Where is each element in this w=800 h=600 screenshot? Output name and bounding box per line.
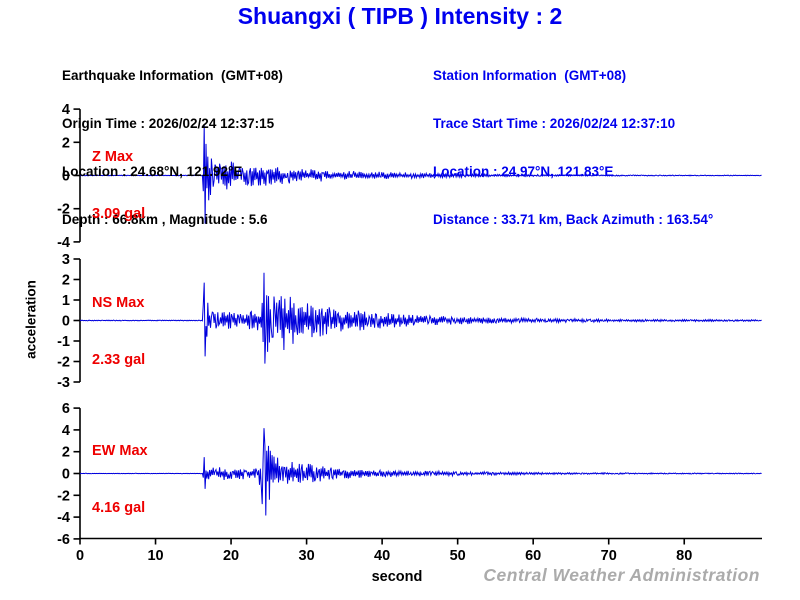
y-axis-tick-label: 4 [62, 102, 70, 118]
trace-label-ew-name: EW Max [92, 443, 148, 459]
y-axis-label: acceleration [23, 280, 39, 359]
y-axis-tick-label: -3 [57, 375, 70, 391]
y-axis-tick-label: 3 [62, 252, 70, 268]
y-axis-tick-label: -6 [57, 532, 70, 548]
x-axis-tick-label: 40 [374, 548, 390, 564]
page-title: Shuangxi ( TIPB ) Intensity : 2 [237, 3, 563, 29]
y-axis-tick-label: -2 [57, 202, 70, 218]
trace-start-time: Trace Start Time : 2026/02/24 12:37:10 [433, 116, 676, 131]
y-axis-tick-label: -4 [57, 235, 70, 251]
x-axis-tick-label: 70 [601, 548, 617, 564]
y-axis-tick-label: 2 [62, 445, 70, 461]
trace-label-ew: EW Max 4.16 gal [92, 404, 148, 537]
waveform-z [79, 124, 762, 224]
station-info-heading: Station Information (GMT+08) [433, 68, 627, 83]
x-axis-tick-label: 10 [147, 548, 163, 564]
x-axis-label: second [371, 569, 423, 585]
y-axis-tick-label: -4 [57, 510, 70, 526]
x-axis-tick-label: 60 [525, 548, 541, 564]
epicenter-location: Location : 24.68°N, 121.92°E [62, 164, 243, 179]
earthquake-info-block: Earthquake Information (GMT+08) Origin T… [62, 36, 283, 244]
y-axis-tick-label: 1 [62, 293, 70, 309]
y-axis-tick-label: -1 [57, 334, 70, 350]
waveform-ns [79, 272, 762, 364]
y-axis-tick-label: 6 [62, 401, 70, 417]
y-axis-tick-label: 4 [62, 423, 70, 439]
y-axis-tick-label: 2 [62, 273, 70, 289]
x-axis-tick-label: 80 [676, 548, 692, 564]
x-axis-tick-label: 0 [76, 548, 84, 564]
x-axis-tick-label: 50 [450, 548, 466, 564]
x-axis-tick-label: 20 [223, 548, 239, 564]
trace-label-ns-name: NS Max [92, 295, 145, 311]
trace-label-z-value: 3.09 gal [92, 206, 146, 222]
y-axis-tick-label: -2 [57, 488, 70, 504]
y-axis-tick-label: 0 [62, 314, 70, 330]
y-axis-tick-label: 2 [62, 135, 70, 151]
depth-magnitude: Depth : 66.8km , Magnitude : 5.6 [62, 212, 268, 227]
x-axis-tick-label: 30 [299, 548, 315, 564]
waveform-ew [79, 428, 762, 516]
earthquake-info-heading: Earthquake Information (GMT+08) [62, 68, 283, 83]
trace-label-ns-value: 2.33 gal [92, 352, 146, 368]
station-location: Location : 24.97°N, 121.83°E [433, 164, 614, 179]
trace-label-ns: NS Max 2.33 gal [92, 256, 145, 389]
origin-time: Origin Time : 2026/02/24 12:37:15 [62, 116, 275, 131]
y-axis-tick-label: 0 [62, 169, 70, 185]
trace-label-z: Z Max 3.09 gal [92, 110, 145, 243]
distance-back-azimuth: Distance : 33.71 km, Back Azimuth : 163.… [433, 212, 714, 227]
watermark: Central Weather Administration [483, 565, 760, 585]
y-axis-tick-label: 0 [62, 467, 70, 483]
y-axis-tick-label: -2 [57, 355, 70, 371]
trace-label-z-name: Z Max [92, 149, 134, 165]
station-info-block: Station Information (GMT+08) Trace Start… [433, 36, 713, 244]
trace-label-ew-value: 4.16 gal [92, 500, 146, 516]
